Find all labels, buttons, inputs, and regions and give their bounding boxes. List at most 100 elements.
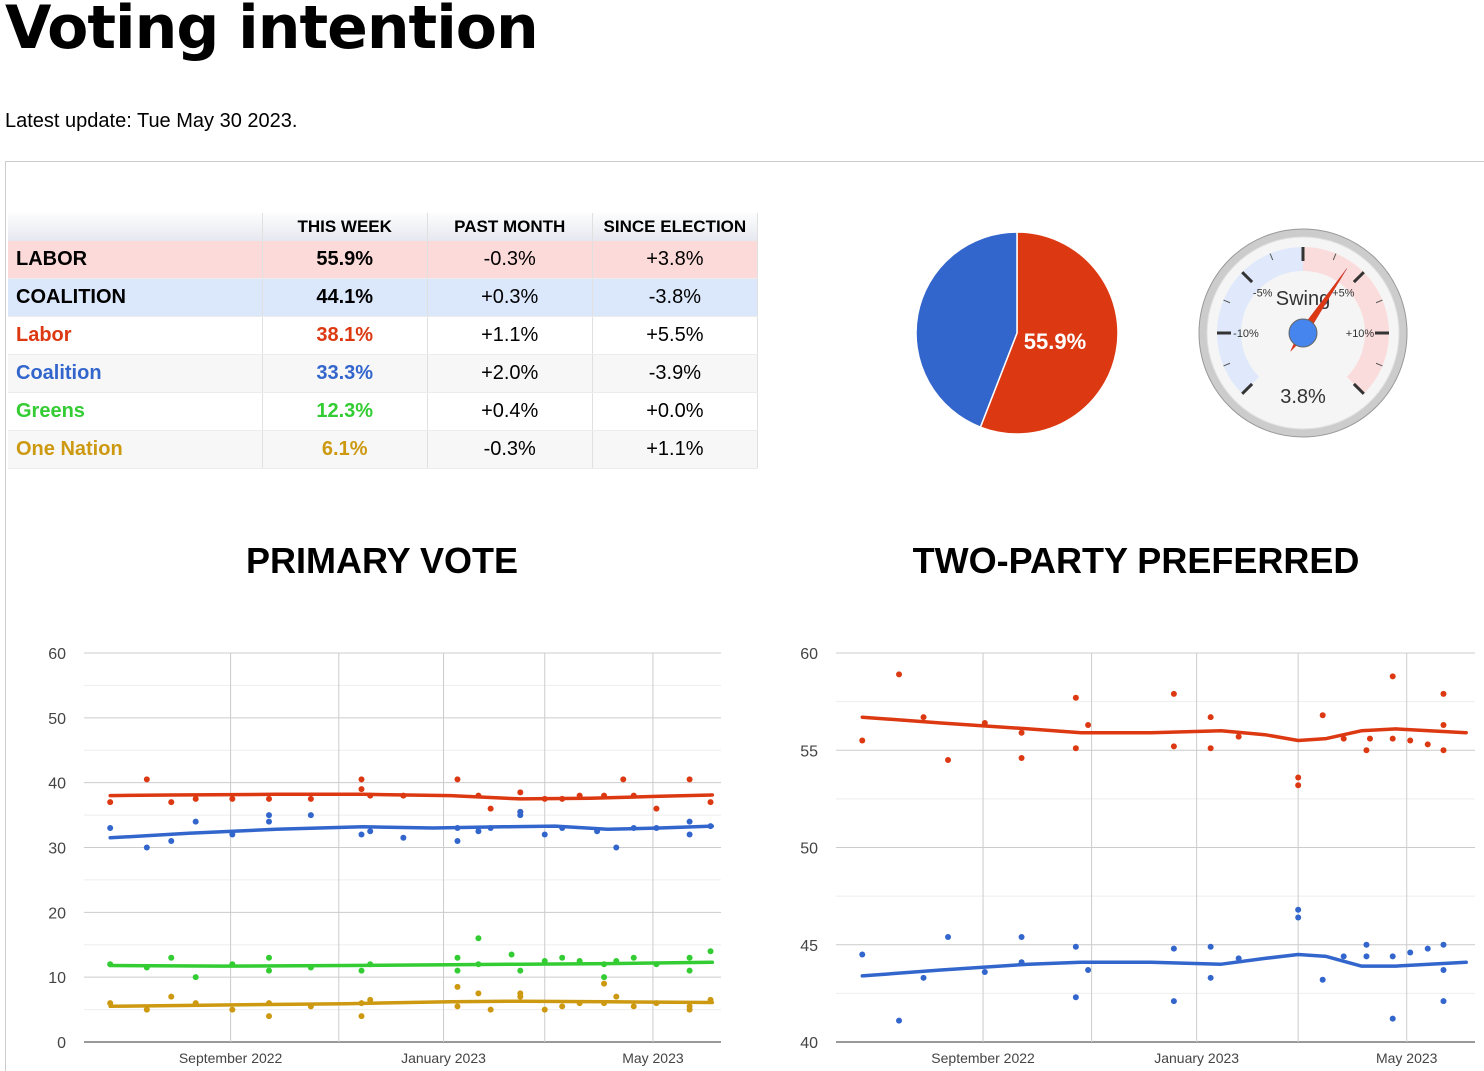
tpp-point-labor (1207, 745, 1214, 752)
gauge-title: Swing (1276, 288, 1330, 310)
primary-point-one-nation (454, 983, 461, 990)
pie-label: 55.9% (1024, 329, 1086, 354)
past-month-cell: -0.3% (427, 241, 593, 279)
tpp-point-labor (1018, 755, 1025, 762)
tpp-point-coalition (1295, 914, 1302, 921)
party-cell: COALITION (8, 278, 263, 317)
tpp-point-labor (1295, 782, 1302, 789)
tpp-point-labor (1389, 673, 1396, 680)
primary-point-one-nation (541, 1006, 548, 1013)
gauge-minor-tick (1375, 362, 1383, 367)
primary-point-labor (307, 795, 314, 802)
tpp-point-coalition (1235, 955, 1242, 962)
primary-point-coalition (265, 812, 272, 819)
primary-point-labor (707, 799, 714, 806)
tpp-point-labor (1340, 735, 1347, 742)
primary-y-tick-label: 0 (57, 1035, 66, 1052)
primary-point-labor (192, 795, 199, 802)
primary-point-coalition (367, 828, 374, 835)
primary-point-one-nation (168, 993, 175, 1000)
this-week-cell: 12.3% (262, 392, 428, 431)
tpp-point-labor (1440, 747, 1447, 754)
primary-point-greens (686, 967, 693, 974)
party-cell: Coalition (8, 354, 263, 393)
party-cell: LABOR (8, 241, 263, 279)
tpp-point-coalition (1319, 976, 1326, 983)
gauge-minor-tick (1223, 299, 1231, 304)
primary-point-greens (192, 974, 199, 981)
gauge-major-tick (1241, 382, 1254, 395)
table-row-primary-one-nation: One Nation 6.1% -0.3% +1.1% (8, 430, 759, 469)
primary-point-coalition (265, 818, 272, 825)
primary-point-labor (107, 799, 114, 806)
past-month-cell: +0.4% (427, 392, 593, 431)
tpp-title: TWO-PARTY PREFERRED (912, 540, 1360, 581)
tpp-point-labor (1085, 721, 1092, 728)
primary-point-labor (620, 776, 627, 783)
tpp-point-coalition (1363, 941, 1370, 948)
primary-x-tick-label: September 2022 (179, 1050, 283, 1066)
primary-y-tick-label: 40 (48, 776, 66, 793)
primary-point-one-nation (265, 1013, 272, 1020)
primary-point-one-nation (517, 993, 524, 1000)
tpp-point-coalition (1440, 998, 1447, 1005)
tpp-point-coalition (859, 951, 866, 958)
primary-point-greens (358, 967, 365, 974)
tpp-point-coalition (1072, 943, 1079, 950)
primary-trend-one-nation (108, 999, 715, 1009)
tpp-point-coalition (1363, 953, 1370, 960)
tpp-point-coalition (945, 933, 952, 940)
primary-point-coalition (475, 828, 482, 835)
party-cell: Greens (8, 392, 263, 431)
summary-table: THIS WEEK PAST MONTH SINCE ELECTION LABO… (8, 213, 759, 469)
summary-header-row: THIS WEEK PAST MONTH SINCE ELECTION (8, 213, 759, 241)
tpp-point-coalition (1424, 945, 1431, 952)
dashboard-panel (5, 161, 1484, 1071)
primary-point-greens (559, 954, 566, 961)
table-row-tpp-labor: LABOR 55.9% -0.3% +3.8% (8, 241, 759, 279)
primary-point-coalition (192, 818, 199, 825)
tpp-point-labor (1170, 743, 1177, 750)
primary-point-one-nation (454, 1003, 461, 1010)
tpp-point-coalition (1407, 949, 1414, 956)
primary-point-labor (265, 795, 272, 802)
tpp-pie-chart: 55.9% (915, 231, 1119, 435)
primary-y-tick-label: 60 (48, 646, 66, 663)
primary-point-coalition (143, 844, 150, 851)
gauge-band-negative (1217, 247, 1303, 394)
primary-point-greens (475, 935, 482, 942)
this-week-cell: 44.1% (262, 278, 428, 317)
tpp-y-tick-label: 50 (800, 841, 818, 858)
primary-point-one-nation (613, 993, 620, 1000)
primary-trend-labor (108, 792, 715, 801)
primary-point-one-nation (367, 996, 374, 1003)
primary-point-labor (487, 805, 494, 812)
primary-point-coalition (454, 838, 461, 845)
latest-update-text: Latest update: Tue May 30 2023. (5, 110, 298, 132)
primary-point-coalition (686, 831, 693, 838)
since-election-cell: -3.9% (592, 354, 759, 393)
primary-point-labor (454, 776, 461, 783)
primary-point-labor (653, 805, 660, 812)
past-month-cell: +2.0% (427, 354, 593, 393)
gauge-major-tick (1352, 271, 1365, 284)
primary-point-greens (265, 967, 272, 974)
primary-point-coalition (686, 818, 693, 825)
tpp-point-labor (1366, 735, 1373, 742)
primary-point-one-nation (601, 980, 608, 987)
header-this-week: THIS WEEK (262, 213, 428, 241)
gauge-tick-label: -5% (1253, 288, 1273, 300)
primary-y-tick-label: 20 (48, 905, 66, 922)
gauge-minor-tick (1223, 362, 1231, 367)
primary-point-greens (707, 948, 714, 955)
tpp-point-labor (1440, 721, 1447, 728)
tpp-point-coalition (1018, 933, 1025, 940)
primary-point-one-nation (487, 1006, 494, 1013)
past-month-cell: +0.3% (427, 278, 593, 317)
tpp-x-tick-label: September 2022 (931, 1050, 1035, 1066)
primary-point-one-nation (630, 1003, 637, 1010)
primary-point-coalition (613, 844, 620, 851)
tpp-point-coalition (1440, 941, 1447, 948)
primary-point-greens (508, 951, 515, 958)
primary-y-tick-label: 10 (48, 970, 66, 987)
